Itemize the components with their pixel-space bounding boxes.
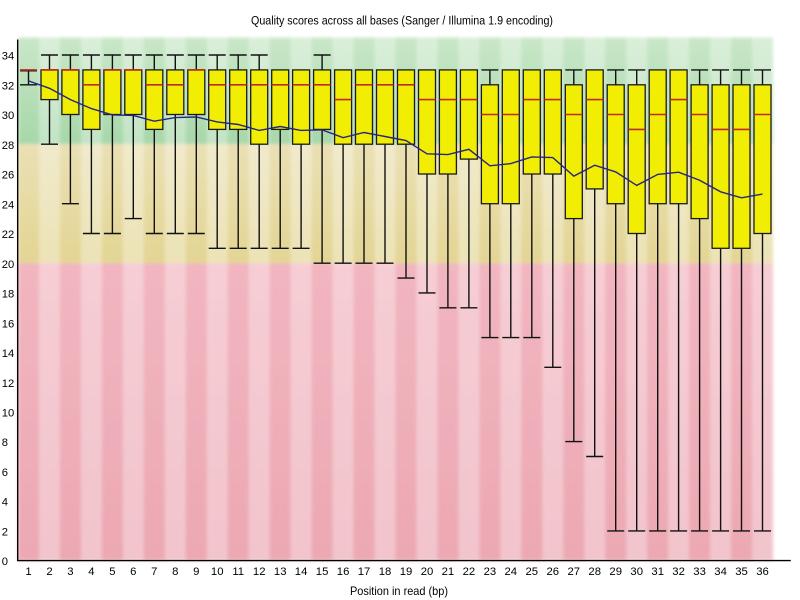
svg-text:18: 18: [379, 566, 392, 578]
svg-text:22: 22: [2, 229, 14, 241]
svg-text:15: 15: [316, 566, 329, 578]
svg-text:19: 19: [400, 566, 413, 578]
svg-text:36: 36: [756, 566, 769, 578]
svg-text:0: 0: [2, 556, 8, 568]
svg-text:29: 29: [609, 566, 622, 578]
svg-text:16: 16: [337, 566, 350, 578]
svg-text:4: 4: [2, 497, 8, 509]
svg-text:9: 9: [193, 566, 199, 578]
svg-text:8: 8: [172, 566, 178, 578]
svg-text:32: 32: [2, 80, 14, 92]
svg-text:30: 30: [2, 110, 14, 122]
svg-text:5: 5: [109, 566, 115, 578]
svg-text:33: 33: [693, 566, 706, 578]
svg-text:17: 17: [358, 566, 371, 578]
svg-text:25: 25: [526, 566, 539, 578]
svg-text:21: 21: [442, 566, 455, 578]
svg-text:11: 11: [232, 566, 244, 578]
svg-text:12: 12: [253, 566, 266, 578]
svg-text:8: 8: [2, 437, 8, 449]
svg-text:10: 10: [2, 408, 14, 420]
svg-text:24: 24: [505, 566, 518, 578]
svg-text:23: 23: [484, 566, 497, 578]
svg-text:4: 4: [88, 566, 94, 578]
svg-text:Position in read (bp): Position in read (bp): [350, 584, 448, 598]
svg-text:35: 35: [735, 566, 748, 578]
svg-text:14: 14: [295, 566, 308, 578]
svg-text:26: 26: [547, 566, 560, 578]
svg-text:22: 22: [463, 566, 476, 578]
svg-text:24: 24: [2, 199, 14, 211]
svg-text:34: 34: [2, 51, 14, 63]
svg-text:32: 32: [672, 566, 685, 578]
svg-text:Quality scores across all base: Quality scores across all bases (Sanger …: [251, 13, 553, 27]
svg-text:20: 20: [421, 566, 434, 578]
svg-text:2: 2: [46, 566, 52, 578]
svg-text:3: 3: [67, 566, 73, 578]
svg-text:13: 13: [274, 566, 287, 578]
svg-text:18: 18: [2, 289, 14, 301]
svg-text:26: 26: [2, 170, 14, 182]
svg-text:31: 31: [651, 566, 664, 578]
svg-text:28: 28: [588, 566, 601, 578]
svg-text:30: 30: [630, 566, 643, 578]
svg-text:6: 6: [2, 467, 8, 479]
svg-text:2: 2: [2, 527, 8, 539]
svg-text:10: 10: [211, 566, 224, 578]
svg-text:34: 34: [714, 566, 727, 578]
svg-text:27: 27: [568, 566, 581, 578]
svg-text:7: 7: [151, 566, 157, 578]
svg-text:14: 14: [2, 348, 14, 360]
svg-text:1: 1: [25, 566, 31, 578]
svg-text:16: 16: [2, 318, 14, 330]
svg-text:20: 20: [2, 259, 14, 271]
svg-text:12: 12: [2, 378, 14, 390]
svg-text:6: 6: [130, 566, 136, 578]
svg-text:28: 28: [2, 140, 14, 152]
